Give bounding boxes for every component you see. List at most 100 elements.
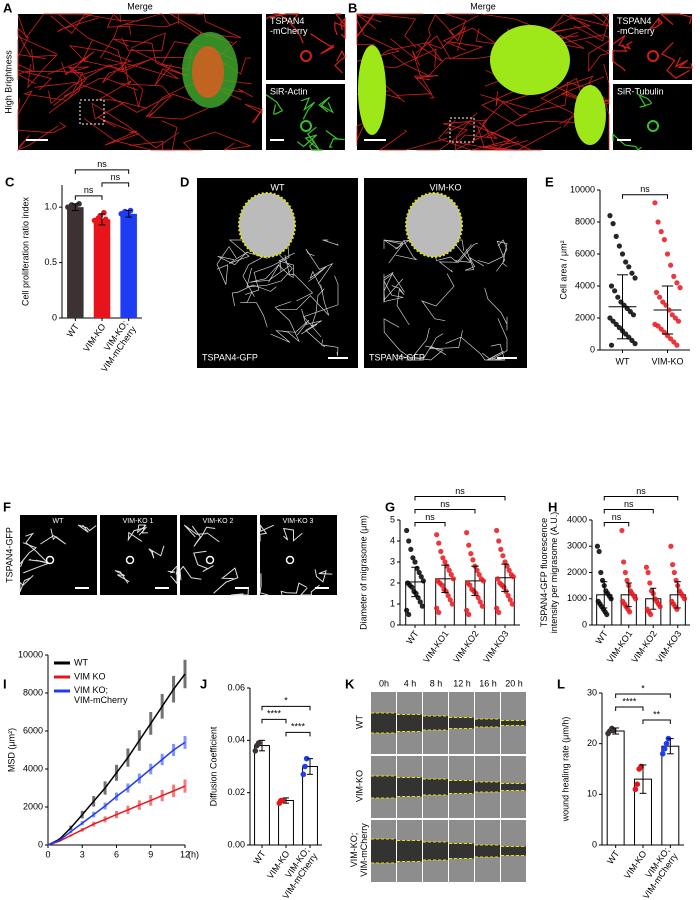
wound: [397, 840, 422, 862]
filament: [445, 336, 505, 361]
panel-label: J: [200, 676, 207, 691]
filament: [259, 523, 275, 542]
significance-bracket: [603, 496, 679, 501]
panel-label: D: [180, 174, 189, 189]
channel-label: TSPAN4-GFP: [202, 352, 258, 362]
data-point: [470, 557, 476, 563]
x-tick-label: WT: [251, 848, 268, 866]
filament: [612, 44, 628, 72]
data-point: [475, 595, 481, 601]
image-title: VIM-KO 3: [283, 518, 314, 525]
data-point: [496, 609, 502, 616]
y-tick-label: 4000: [23, 763, 43, 773]
data-point: [594, 543, 601, 549]
wound: [449, 780, 474, 794]
data-point: [627, 309, 633, 315]
migrasome: [205, 555, 215, 565]
panel-label: I: [3, 676, 7, 691]
panel-label: A: [3, 0, 13, 15]
panel-label: C: [5, 174, 15, 189]
filament: [416, 119, 488, 151]
y-tick-label: 10000: [570, 184, 595, 194]
y-tick-label: 8000: [23, 687, 43, 697]
filament: [299, 584, 320, 596]
data-point: [480, 578, 486, 584]
x-tick-label: 12: [180, 849, 190, 859]
data-point: [616, 243, 622, 249]
data-point: [622, 569, 628, 576]
y-tick-label: 6000: [23, 725, 43, 735]
data-point: [613, 321, 619, 327]
filament: [170, 567, 178, 585]
y-tick-label: 0.5: [44, 257, 57, 267]
wound: [475, 719, 500, 727]
roi: [449, 117, 475, 143]
filament: [482, 318, 508, 361]
filament: [637, 93, 653, 108]
data-point: [434, 532, 440, 538]
cell: [574, 85, 606, 145]
filament: [334, 21, 346, 40]
x-tick-label: 3: [80, 849, 85, 859]
data-point: [629, 337, 635, 343]
filament: [604, 102, 610, 150]
series-line: [47, 673, 186, 846]
y-tick-label: 20: [587, 738, 597, 748]
bar: [93, 219, 111, 318]
cell: [490, 25, 570, 95]
filament: [301, 288, 325, 335]
filament: [52, 77, 138, 106]
filament: [356, 121, 367, 146]
row-label: VIM-KO;VIM-mCherry: [349, 823, 369, 877]
filament: [193, 550, 214, 573]
micrograph: [357, 14, 609, 150]
y-tick-label: 1: [390, 598, 395, 608]
data-point: [627, 609, 633, 615]
significance-bracket: [101, 182, 130, 187]
wound: [475, 782, 500, 792]
filament: [321, 339, 339, 357]
filament: [573, 13, 610, 42]
filament: [314, 569, 333, 583]
filament: [23, 558, 51, 574]
data-point: [671, 569, 677, 576]
filament: [612, 132, 642, 151]
filament: [17, 13, 86, 39]
data-point: [303, 755, 310, 762]
filament: [58, 14, 125, 71]
inset-label: TSPAN4 -mCherry: [617, 16, 655, 36]
data-point: [408, 546, 414, 553]
filament: [259, 573, 269, 596]
y-tick-label: 2: [390, 577, 395, 587]
data-point: [669, 312, 675, 318]
data-point: [507, 597, 513, 603]
data-point: [645, 569, 651, 576]
data-point: [102, 216, 109, 223]
x-tick-label: WT: [404, 628, 421, 646]
legend-label: VIM KO; VIM-mCherry: [74, 685, 128, 705]
y-tick-label: 1.0: [44, 202, 57, 212]
filament: [169, 13, 209, 37]
significance-label: ns: [97, 159, 107, 169]
data-point: [653, 289, 660, 295]
data-point: [505, 593, 511, 599]
filament: [477, 239, 508, 264]
y-tick-label: 10000: [18, 649, 43, 659]
filament: [568, 13, 610, 39]
data-point: [129, 214, 136, 220]
filament: [77, 524, 97, 533]
panel-label: H: [548, 499, 557, 514]
image-title: WT: [53, 518, 65, 525]
row-label: WT: [354, 715, 364, 729]
filament: [102, 56, 195, 84]
filament: [356, 13, 417, 48]
significance-bracket: [642, 719, 671, 724]
filament: [17, 54, 53, 91]
panel-label: G: [385, 499, 395, 514]
significance-bracket: [261, 705, 311, 711]
data-point: [616, 325, 622, 331]
data-point: [419, 603, 425, 609]
filament: [268, 264, 314, 302]
y-axis-label: Cell proliferation ratio index: [20, 196, 30, 306]
y-tick-label: 2000: [23, 801, 43, 811]
